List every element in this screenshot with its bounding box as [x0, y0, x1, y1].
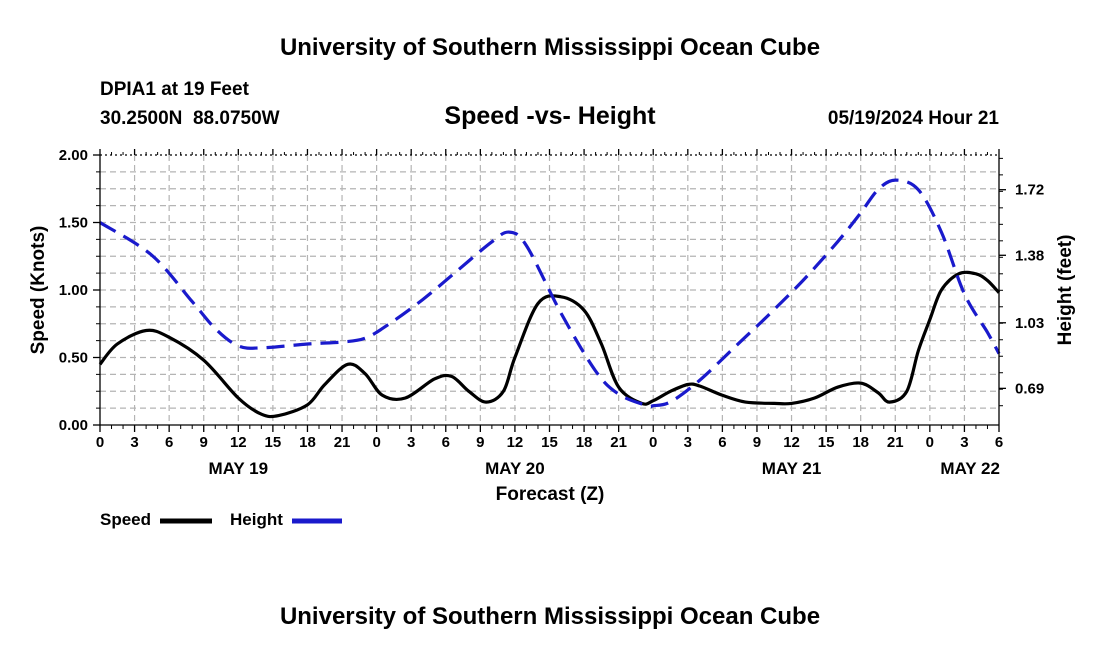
y2-tick-label: 0.69 — [1015, 380, 1044, 397]
tick-marks — [93, 149, 1006, 432]
x-axis-title: Forecast (Z) — [496, 484, 605, 505]
chart-title: Speed -vs- Height — [444, 102, 656, 130]
legend: Speed Height — [100, 510, 342, 529]
x-tick-label: 6 — [995, 434, 1003, 451]
y-tick-label: 2.00 — [59, 147, 88, 164]
x-tick-label: 0 — [96, 434, 104, 451]
x-tick-label: 18 — [852, 434, 869, 451]
location-label: 30.2500N 88.0750W — [100, 108, 280, 129]
y-axis-title: Speed (Knots) — [28, 226, 49, 355]
x-tick-label: 0 — [926, 434, 934, 451]
x-tick-label: 21 — [334, 434, 351, 451]
station-label: DPIA1 at 19 Feet — [100, 79, 250, 100]
date-label: MAY 21 — [762, 459, 822, 478]
x-tick-label: 3 — [960, 434, 968, 451]
x-tick-label: 3 — [130, 434, 138, 451]
series-line-height — [99, 178, 1001, 409]
x-tick-label: 0 — [649, 434, 657, 451]
y2-tick-label: 1.72 — [1015, 182, 1044, 199]
footer-title: University of Southern Mississippi Ocean… — [280, 603, 820, 630]
x-tick-label: 18 — [576, 434, 593, 451]
x-tick-label: 15 — [818, 434, 835, 451]
y2-axis-title: Height (feet) — [1055, 235, 1076, 346]
x-tick-label: 9 — [476, 434, 484, 451]
x-tick-label: 9 — [753, 434, 761, 451]
x-tick-label: 6 — [442, 434, 450, 451]
x-tick-label: 3 — [684, 434, 692, 451]
y-tick-label: 1.00 — [59, 282, 88, 299]
x-tick-label: 21 — [887, 434, 904, 451]
x-tick-label: 6 — [165, 434, 173, 451]
main-title: University of Southern Mississippi Ocean… — [280, 34, 820, 61]
x-tick-label: 12 — [230, 434, 247, 451]
series-line-speed — [98, 270, 1001, 419]
y-tick-label: 1.50 — [59, 215, 88, 232]
y-tick-label: 0.50 — [59, 350, 88, 367]
x-tick-label: 15 — [541, 434, 558, 451]
timestamp-label: 05/19/2024 Hour 21 — [828, 108, 1000, 129]
x-tick-label: 12 — [507, 434, 524, 451]
x-tick-label: 12 — [783, 434, 800, 451]
legend-height-label: Height — [230, 510, 283, 529]
x-tick-label: 9 — [200, 434, 208, 451]
date-label: MAY 22 — [940, 459, 1000, 478]
x-tick-label: 3 — [407, 434, 415, 451]
y2-tick-label: 1.38 — [1015, 247, 1044, 264]
legend-speed-label: Speed — [100, 510, 151, 529]
x-tick-label: 21 — [610, 434, 627, 451]
y2-tick-label: 1.03 — [1015, 315, 1044, 332]
date-label: MAY 19 — [209, 459, 269, 478]
y-tick-label: 0.00 — [59, 417, 88, 434]
x-tick-label: 0 — [372, 434, 380, 451]
x-tick-label: 15 — [265, 434, 282, 451]
date-label: MAY 20 — [485, 459, 545, 478]
x-tick-label: 18 — [299, 434, 316, 451]
tick-labels: 0 3 6 9 12 15 18 21 0 3 6 9 12 15 18 21 0 3 6 9 12 15 18 21 0 3 6 M… — [59, 147, 1044, 478]
series-layer — [98, 178, 1001, 419]
x-tick-label: 6 — [718, 434, 726, 451]
